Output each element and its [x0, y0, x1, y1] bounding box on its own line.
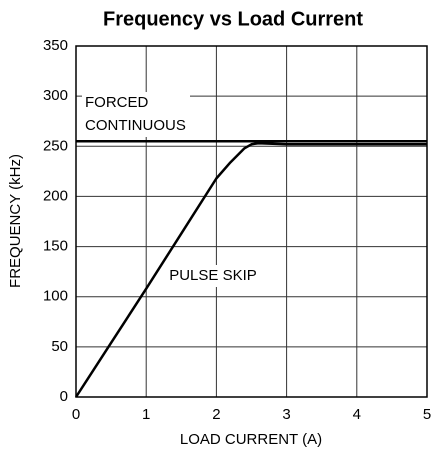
y-tick-label: 350 [43, 37, 68, 54]
chart-title: Frequency vs Load Current [103, 8, 363, 30]
annotation-bg [163, 265, 263, 287]
x-tick-label: 0 [72, 406, 80, 423]
annotation-bg [82, 92, 190, 137]
annotation: FORCED [85, 94, 149, 111]
x-tick-label: 5 [423, 406, 431, 423]
x-tick-label: 3 [282, 406, 290, 423]
x-tick-label: 1 [142, 406, 150, 423]
plot-frame [75, 45, 428, 398]
y-tick-label: 250 [43, 137, 68, 154]
y-tick-label: 200 [43, 187, 68, 204]
y-tick-label: 50 [51, 338, 68, 355]
y-tick-label: 0 [60, 388, 68, 405]
series-line [74, 142, 427, 398]
x-tick-label: 2 [212, 406, 220, 423]
x-axis-label: LOAD CURRENT (A) [180, 431, 322, 448]
annotation: CONTINUOUS [85, 117, 186, 134]
y-tick-label: 150 [43, 238, 68, 255]
y-tick-label: 100 [43, 288, 68, 305]
y-tick-label: 300 [43, 87, 68, 104]
y-axis-label: FREQUENCY (kHz) [7, 154, 24, 288]
annotation: PULSE SKIP [169, 267, 257, 284]
x-tick-label: 4 [353, 406, 361, 423]
